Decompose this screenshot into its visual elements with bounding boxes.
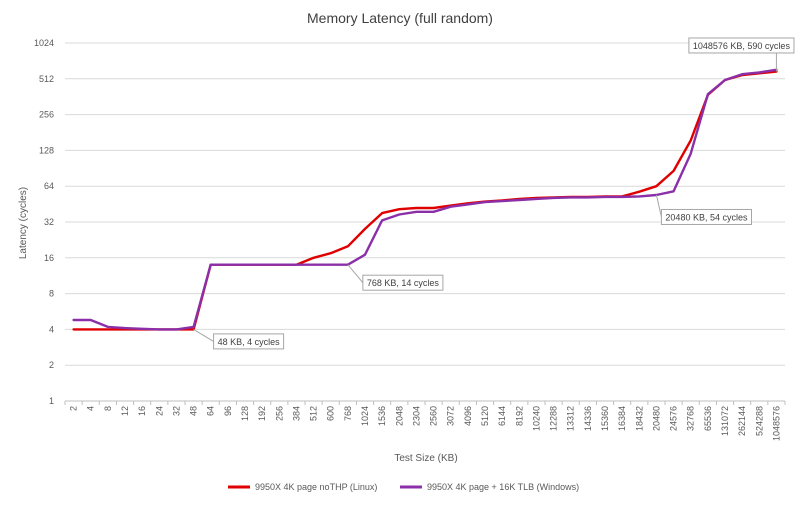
x-tick-label: 20480 [651, 406, 661, 431]
callout: 20480 KB, 54 cycles [655, 194, 752, 225]
callout-leader [193, 328, 214, 342]
legend-label: 9950X 4K page + 16K TLB (Windows) [427, 482, 579, 492]
x-tick-label: 65536 [703, 406, 713, 431]
x-tick-label: 1048576 [771, 406, 781, 441]
callout: 1048576 KB, 590 cycles [688, 37, 795, 72]
y-tick-label: 2 [49, 360, 54, 370]
x-tick-label: 4096 [463, 406, 473, 426]
x-tick-label: 524288 [754, 406, 764, 436]
callout: 768 KB, 14 cycles [347, 264, 444, 291]
x-tick-label: 131072 [720, 406, 730, 436]
y-tick-label: 512 [39, 74, 54, 84]
x-tick-label: 32 [171, 406, 181, 416]
x-tick-label: 512 [309, 406, 319, 421]
x-tick-label: 256 [274, 406, 284, 421]
x-tick-label: 6144 [497, 406, 507, 426]
x-tick-label: 192 [257, 406, 267, 421]
x-tick-label: 48 [189, 406, 199, 416]
x-tick-label: 768 [343, 406, 353, 421]
x-tick-label: 64 [206, 406, 216, 416]
callout-box [362, 274, 444, 291]
x-tick-label: 384 [291, 406, 301, 421]
x-tick-label: 600 [326, 406, 336, 421]
x-tick-label: 18432 [634, 406, 644, 431]
data-callouts: 48 KB, 4 cycles 768 KB, 14 cycles 20480 KB… [193, 37, 795, 350]
series-lines [72, 68, 778, 331]
x-axis-ticks: 2 4 8 12 16 24 32 48 64 96 128 192 256 384 512 600 768 10… [64, 401, 786, 441]
callout-box [688, 37, 795, 54]
x-tick-label: 5120 [480, 406, 490, 426]
y-tick-label: 128 [39, 145, 54, 155]
callout-label: 48 KB, 4 cycles [218, 337, 281, 347]
x-tick-label: 16 [137, 406, 147, 416]
x-tick-label: 14336 [583, 406, 593, 431]
y-axis-ticks: 1 2 4 8 16 32 64 128 256 512 1024 [34, 38, 54, 406]
x-tick-label: 1536 [377, 406, 387, 426]
callout: 48 KB, 4 cycles [193, 328, 285, 350]
x-tick-label: 128 [240, 406, 250, 421]
x-tick-label: 3072 [446, 406, 456, 426]
y-tick-label: 32 [44, 217, 54, 227]
x-tick-label: 262144 [737, 406, 747, 436]
x-tick-label: 12288 [549, 406, 559, 431]
y-tick-label: 8 [49, 289, 54, 299]
x-tick-label: 2 [69, 406, 79, 411]
x-tick-label: 16384 [617, 406, 627, 431]
y-tick-label: 16 [44, 253, 54, 263]
y-axis-label: Latency (cycles) [18, 187, 29, 259]
legend-label: 9950X 4K page noTHP (Linux) [255, 482, 377, 492]
chart-title: Memory Latency (full random) [307, 10, 493, 26]
callout-box [213, 333, 285, 350]
callout-leader [347, 264, 364, 284]
x-tick-label: 8 [103, 406, 113, 411]
x-tick-label: 10240 [531, 406, 541, 431]
callout-label: 768 KB, 14 cycles [367, 278, 440, 288]
callout-label: 20480 KB, 54 cycles [665, 212, 748, 222]
callout-leader [655, 194, 662, 218]
callout-box [660, 208, 752, 225]
x-tick-label: 4 [86, 406, 96, 411]
legend: 9950X 4K page noTHP (Linux) 9950X 4K page… [228, 482, 579, 492]
y-tick-label: 1024 [34, 38, 54, 48]
x-tick-label: 8192 [514, 406, 524, 426]
series-line-linux [72, 70, 778, 331]
x-tick-label: 2304 [411, 406, 421, 426]
x-axis-label: Test Size (KB) [394, 453, 457, 464]
y-tick-label: 1 [49, 396, 54, 406]
y-tick-label: 4 [49, 324, 54, 334]
x-tick-label: 13312 [566, 406, 576, 431]
x-tick-label: 1024 [360, 406, 370, 426]
y-tick-label: 256 [39, 110, 54, 120]
x-tick-label: 24576 [669, 406, 679, 431]
x-tick-label: 12 [120, 406, 130, 416]
x-tick-label: 2560 [429, 406, 439, 426]
callout-label: 1048576 KB, 590 cycles [693, 41, 791, 51]
x-tick-label: 24 [154, 406, 164, 416]
y-tick-label: 64 [44, 181, 54, 191]
x-tick-label: 15360 [600, 406, 610, 431]
x-tick-label: 2048 [394, 406, 404, 426]
series-line-windows [72, 68, 778, 331]
x-tick-label: 32768 [686, 406, 696, 431]
x-tick-label: 96 [223, 406, 233, 416]
